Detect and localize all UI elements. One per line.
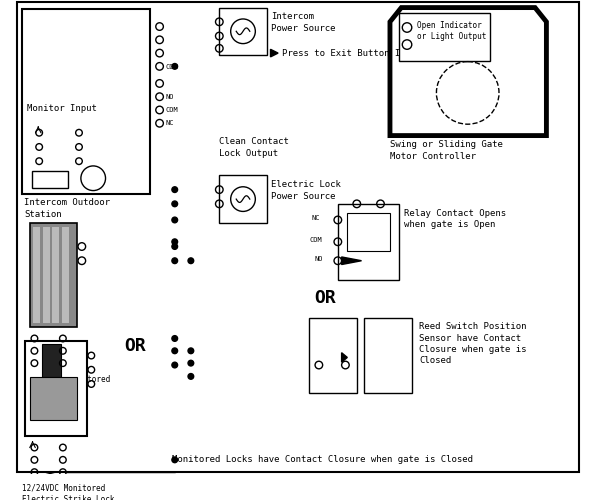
Bar <box>219 176 267 223</box>
Circle shape <box>172 457 178 462</box>
Text: Closure when gate is: Closure when gate is <box>420 345 527 354</box>
Bar <box>62 226 69 324</box>
Text: Electric Lock: Electric Lock <box>271 180 342 189</box>
Polygon shape <box>271 50 278 57</box>
Text: 12/24VDC Monitored: 12/24VDC Monitored <box>22 484 105 492</box>
Text: Relay Contact Opens: Relay Contact Opens <box>404 208 507 218</box>
Text: OR: OR <box>314 289 336 307</box>
Text: Lock Output: Lock Output <box>219 149 278 158</box>
Bar <box>338 204 399 280</box>
Text: when gate is Open: when gate is Open <box>404 220 495 229</box>
Text: Monitored Locks have Contact Closure when gate is Closed: Monitored Locks have Contact Closure whe… <box>172 455 473 464</box>
Circle shape <box>172 64 178 69</box>
Circle shape <box>188 374 194 379</box>
Bar <box>42 344 61 378</box>
Text: NC: NC <box>311 215 320 221</box>
Bar <box>52 226 59 324</box>
Text: Monitor Input: Monitor Input <box>27 104 97 114</box>
Text: Station: Station <box>24 210 61 218</box>
Text: OR: OR <box>125 336 146 354</box>
Text: Electric Strike Lock: Electric Strike Lock <box>22 495 114 500</box>
Text: Intercom Outdoor: Intercom Outdoor <box>24 198 110 207</box>
Text: Motor Controller: Motor Controller <box>390 152 476 160</box>
Bar <box>30 378 77 420</box>
Circle shape <box>172 239 178 244</box>
Bar <box>364 318 412 394</box>
Text: NO: NO <box>165 94 174 100</box>
Bar <box>43 226 49 324</box>
Text: Closed: Closed <box>420 356 452 366</box>
Text: COM: COM <box>309 237 322 243</box>
Polygon shape <box>342 257 362 264</box>
Circle shape <box>188 360 194 366</box>
Text: Reed Switch Position: Reed Switch Position <box>420 322 527 332</box>
Text: NC: NC <box>165 120 174 126</box>
Text: Power Source: Power Source <box>271 192 336 200</box>
Text: NO: NO <box>314 256 322 262</box>
Circle shape <box>172 348 178 354</box>
Bar <box>25 342 86 436</box>
Text: COM: COM <box>165 64 178 70</box>
Circle shape <box>188 258 194 264</box>
Circle shape <box>172 362 178 368</box>
Circle shape <box>172 217 178 223</box>
Text: Press to Exit Button Input: Press to Exit Button Input <box>282 50 421 58</box>
Bar <box>219 8 267 55</box>
Bar <box>347 214 390 252</box>
Text: 12/24VDC Monitored: 12/24VDC Monitored <box>27 374 110 384</box>
Circle shape <box>188 348 194 354</box>
Text: Sensor have Contact: Sensor have Contact <box>420 334 522 342</box>
Bar <box>30 223 77 327</box>
Text: Swing or Sliding Gate: Swing or Sliding Gate <box>390 140 503 149</box>
Circle shape <box>172 258 178 264</box>
Text: or Light Output: or Light Output <box>417 32 486 41</box>
Circle shape <box>172 336 178 342</box>
Bar <box>22 10 150 194</box>
Bar <box>33 226 40 324</box>
Text: COM: COM <box>165 107 178 113</box>
Text: Magnetic Lock: Magnetic Lock <box>27 386 87 395</box>
Bar <box>309 318 357 394</box>
Bar <box>32 170 67 188</box>
Circle shape <box>172 244 178 250</box>
Text: Intercom: Intercom <box>271 12 315 22</box>
Text: Clean Contact: Clean Contact <box>219 138 289 146</box>
Circle shape <box>172 201 178 206</box>
Circle shape <box>172 187 178 192</box>
Polygon shape <box>342 352 347 362</box>
Text: Open Indicator: Open Indicator <box>417 21 481 30</box>
Text: Power Source: Power Source <box>271 24 336 32</box>
Bar <box>399 14 489 60</box>
